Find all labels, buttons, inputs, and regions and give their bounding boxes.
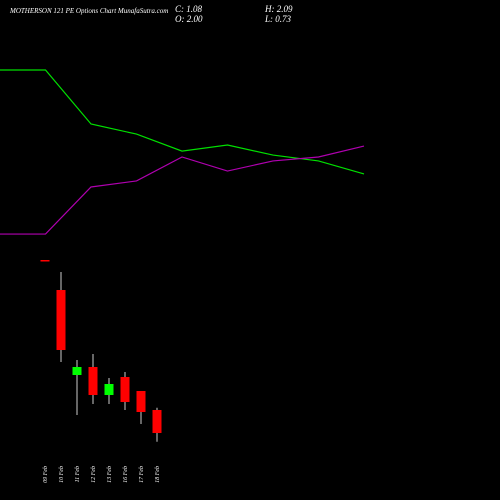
x-tick-label: 12 Feb xyxy=(91,466,97,483)
candle-body xyxy=(104,384,114,395)
x-tick-label: 18 Feb xyxy=(155,466,161,483)
line-series xyxy=(0,145,365,235)
info-close: C: 1.08 xyxy=(175,4,203,14)
line-series xyxy=(0,69,365,175)
candle-body xyxy=(40,260,50,262)
x-tick-label: 17 Feb xyxy=(139,466,145,483)
x-tick-label: 13 Feb xyxy=(107,466,113,483)
candle-body xyxy=(56,290,66,350)
x-tick-label: 09 Feb xyxy=(43,466,49,483)
candle-body xyxy=(72,367,82,375)
x-tick-label: 11 Feb xyxy=(75,466,81,482)
x-tick-label: 10 Feb xyxy=(59,466,65,483)
x-tick-label: 16 Feb xyxy=(123,466,129,483)
candle-body xyxy=(120,377,130,402)
info-high: H: 2.09 xyxy=(264,4,293,14)
candle-body xyxy=(136,391,146,412)
chart-title: MOTHERSON 121 PE Options Chart MunafaSut… xyxy=(9,7,168,15)
candle-body xyxy=(152,410,162,433)
info-open: O: 2.00 xyxy=(175,14,203,24)
candle-body xyxy=(88,367,98,395)
info-low: L: 0.73 xyxy=(264,14,292,24)
